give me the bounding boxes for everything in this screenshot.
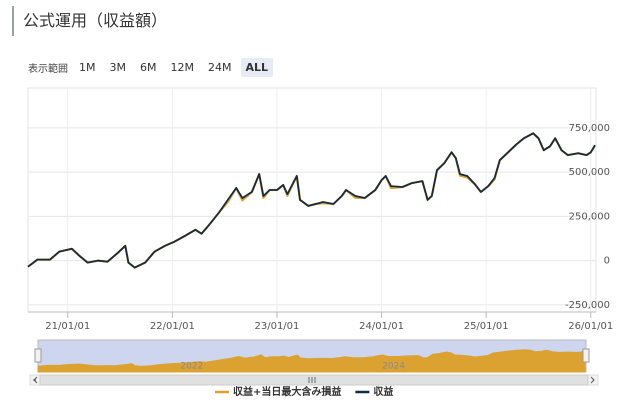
- range-button[interactable]: 1M: [79, 60, 96, 74]
- legend-label[interactable]: 収益: [373, 385, 393, 398]
- range-button[interactable]: 6M: [140, 60, 157, 74]
- range-button[interactable]: 3M: [109, 60, 127, 74]
- range-label: 表示範囲: [28, 63, 68, 75]
- x-tick-label: 26/01/01: [568, 321, 613, 332]
- scroll-arrow[interactable]: [33, 376, 38, 384]
- range-button[interactable]: 12M: [170, 60, 195, 74]
- x-tick-label: 25/01/01: [464, 321, 509, 332]
- range-button[interactable]: ALL: [240, 57, 274, 77]
- y-tick-label: 750,000: [569, 123, 610, 134]
- x-tick-label: 23/01/01: [254, 321, 299, 332]
- x-tick-label: 24/01/01: [359, 321, 404, 332]
- navigator-label: 2024: [382, 362, 405, 372]
- navigator-handle[interactable]: [582, 348, 590, 363]
- navigator-handle[interactable]: [34, 348, 42, 363]
- page-title: 公式運用（収益額）: [12, 6, 167, 36]
- navigator-label: 2022: [180, 362, 203, 372]
- range-button[interactable]: 24M: [208, 60, 232, 74]
- range-selector: 表示範囲 1M 3M 6M 12M 24M ALL: [28, 57, 277, 77]
- y-tick-label: 250,000: [569, 211, 610, 222]
- y-tick-label: -250,000: [565, 300, 610, 311]
- series-line: [27, 132, 596, 269]
- navigator-area: [37, 349, 586, 373]
- plot-frame: [27, 87, 597, 313]
- scroll-arrow[interactable]: [590, 376, 595, 384]
- scroll-grip: [308, 377, 316, 383]
- series-line: [27, 132, 596, 269]
- x-tick-label: 22/01/01: [150, 321, 195, 332]
- scrollbar-thumb[interactable]: [39, 374, 589, 386]
- legend-label[interactable]: 収益+当日最大含み損益: [233, 385, 341, 398]
- y-tick-label: 500,000: [569, 167, 610, 178]
- x-tick-label: 21/01/01: [45, 321, 90, 332]
- y-tick-label: 0: [604, 256, 610, 267]
